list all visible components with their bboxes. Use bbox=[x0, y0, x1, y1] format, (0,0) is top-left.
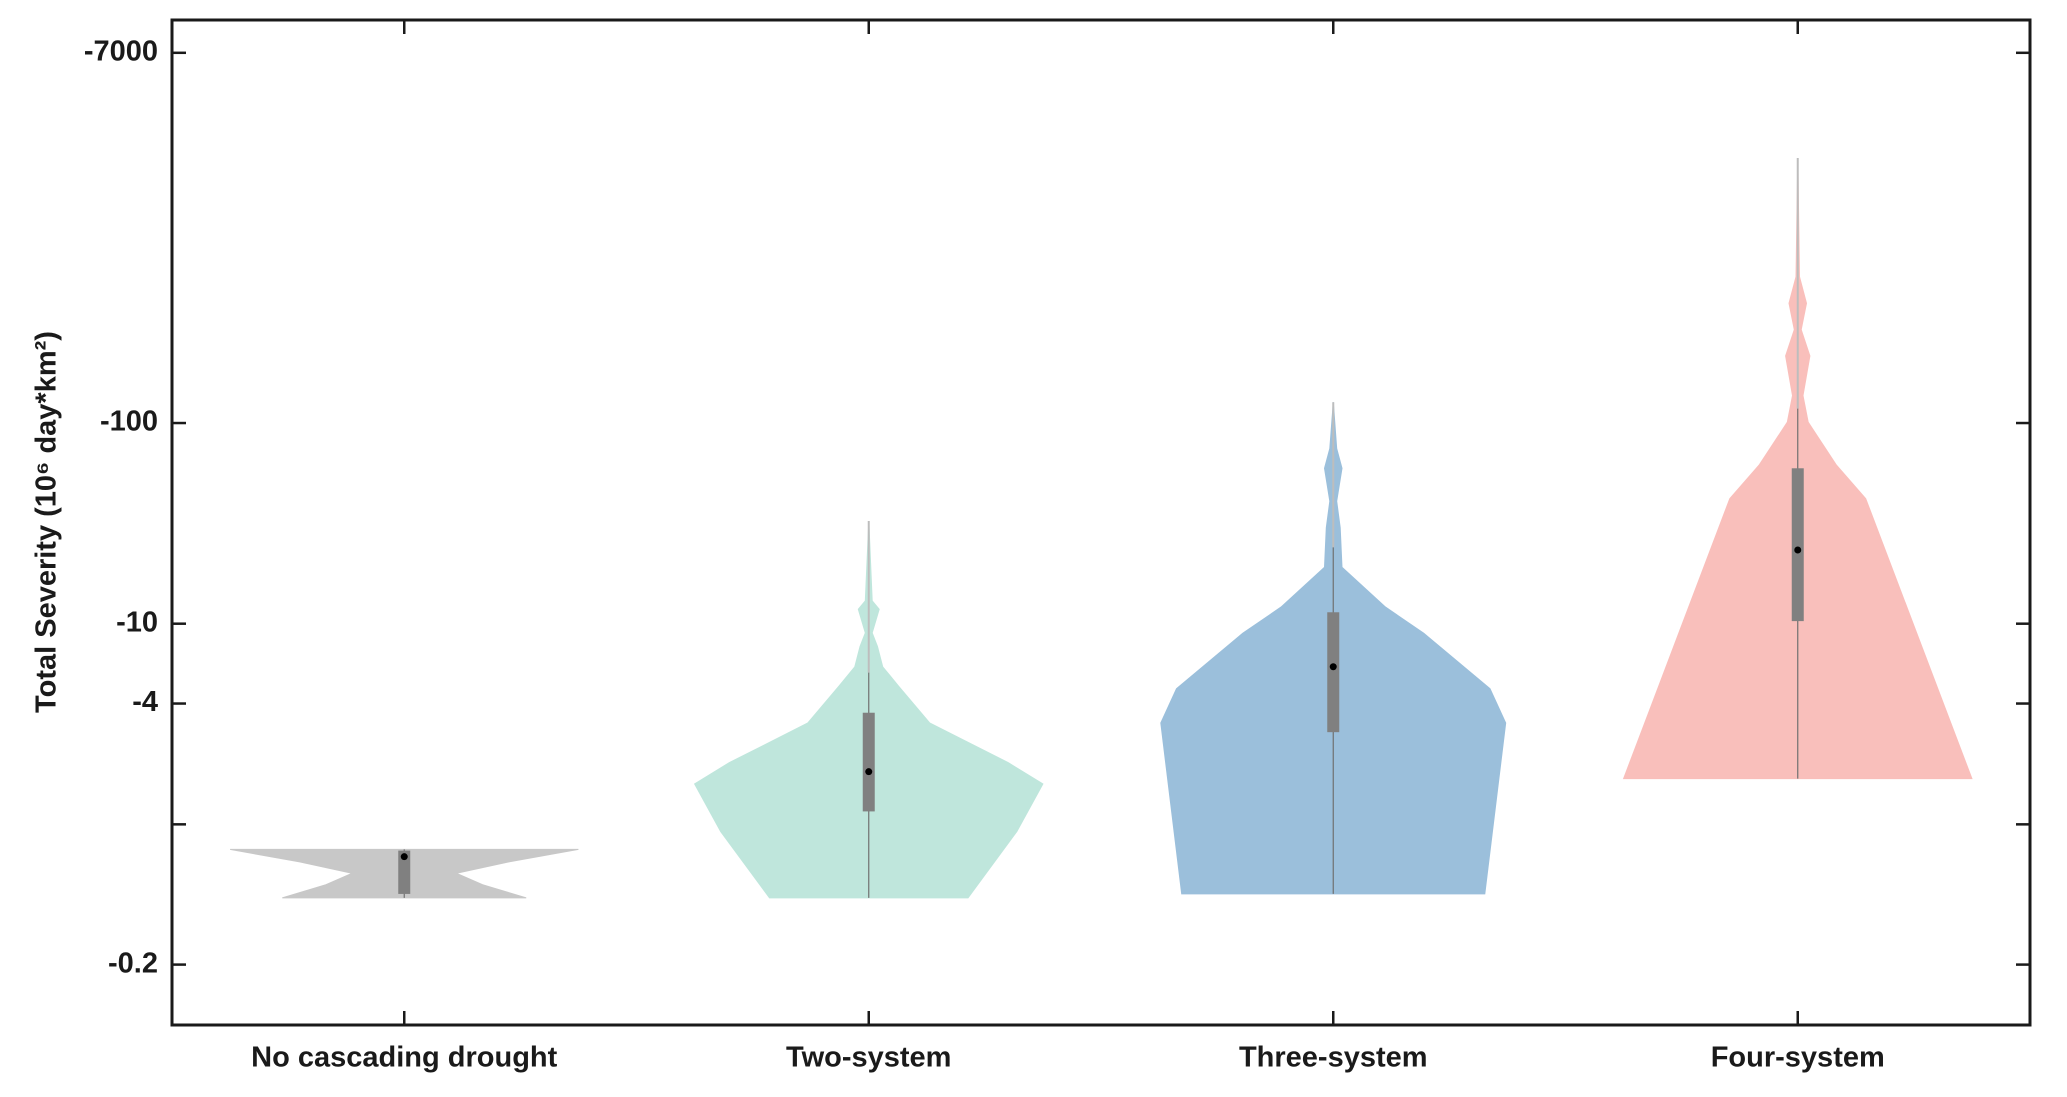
median bbox=[400, 853, 408, 861]
x-tick-label: Two-system bbox=[786, 1042, 951, 1074]
y-tick-label: -100 bbox=[100, 406, 158, 438]
x-tick-label: Three-system bbox=[1239, 1042, 1428, 1074]
box bbox=[1327, 612, 1340, 733]
y-tick-label: -4 bbox=[132, 686, 158, 718]
box bbox=[398, 850, 411, 894]
median bbox=[1794, 546, 1802, 554]
box bbox=[1791, 468, 1804, 622]
y-tick-label: -7000 bbox=[84, 35, 158, 67]
y-tick-label: -0.2 bbox=[108, 947, 158, 979]
median bbox=[865, 768, 873, 776]
x-tick-label: No cascading drought bbox=[251, 1042, 557, 1074]
median bbox=[1329, 663, 1337, 671]
plot-frame bbox=[170, 18, 2032, 1027]
box bbox=[862, 712, 875, 812]
y-axis-label: Total Severity (10⁶ day*km²) bbox=[31, 331, 63, 713]
x-tick-label: Four-system bbox=[1711, 1042, 1885, 1074]
y-tick-label: -10 bbox=[116, 606, 158, 638]
